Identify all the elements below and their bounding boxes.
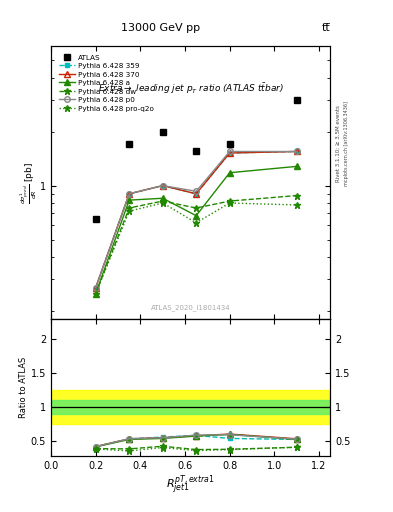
Pythia 6.428 a [227, 169, 232, 176]
Bar [51, 390, 330, 424]
Text: Rivet 3.1.10; ≥ 3.5M events: Rivet 3.1.10; ≥ 3.5M events [336, 105, 341, 182]
ATLAS [160, 129, 165, 135]
Line: Pythia 6.428 p0: Pythia 6.428 p0 [93, 148, 299, 290]
Pythia 6.428 359 [227, 150, 232, 156]
Pythia 6.428 p0 [94, 285, 98, 291]
Line: Pythia 6.428 370: Pythia 6.428 370 [93, 148, 299, 290]
Pythia 6.428 a [194, 212, 198, 219]
ATLAS [94, 216, 98, 222]
Pythia 6.428 a [160, 195, 165, 201]
Pythia 6.428 dw [127, 205, 132, 211]
Pythia 6.428 370 [160, 183, 165, 189]
Pythia 6.428 p0 [160, 183, 165, 189]
Pythia 6.428 370 [194, 191, 198, 197]
Line: Pythia 6.428 a: Pythia 6.428 a [93, 164, 299, 296]
Y-axis label: Ratio to ATLAS: Ratio to ATLAS [19, 357, 28, 418]
Pythia 6.428 p0 [194, 188, 198, 195]
Pythia 6.428 359 [160, 183, 165, 189]
Pythia 6.428 a [94, 290, 98, 296]
Pythia 6.428 359 [127, 191, 132, 197]
Pythia 6.428 dw [227, 198, 232, 204]
X-axis label: $R_{jet1}^{pT,extra1}$: $R_{jet1}^{pT,extra1}$ [166, 473, 215, 497]
Pythia 6.428 pro-q2o [94, 290, 98, 296]
Line: ATLAS: ATLAS [93, 97, 300, 222]
Pythia 6.428 a [127, 197, 132, 203]
Pythia 6.428 pro-q2o [294, 202, 299, 208]
Pythia 6.428 dw [94, 290, 98, 296]
ATLAS [127, 141, 132, 147]
Pythia 6.428 pro-q2o [194, 220, 198, 226]
Pythia 6.428 a [294, 163, 299, 169]
Text: mcplots.cern.ch [arXiv:1306.3436]: mcplots.cern.ch [arXiv:1306.3436] [344, 101, 349, 186]
Pythia 6.428 pro-q2o [227, 200, 232, 206]
Pythia 6.428 p0 [227, 148, 232, 155]
ATLAS [227, 141, 232, 147]
Pythia 6.428 370 [294, 148, 299, 155]
Pythia 6.428 370 [127, 191, 132, 197]
Text: Extra$\rightarrow$ leading jet $p_T$ ratio (ATLAS t$\bar{t}$bar): Extra$\rightarrow$ leading jet $p_T$ rat… [97, 81, 284, 96]
Pythia 6.428 dw [294, 193, 299, 199]
ATLAS [294, 97, 299, 103]
Pythia 6.428 pro-q2o [160, 200, 165, 206]
Pythia 6.428 370 [227, 150, 232, 156]
Pythia 6.428 359 [194, 191, 198, 197]
Text: ATLAS_2020_I1801434: ATLAS_2020_I1801434 [151, 304, 230, 311]
Pythia 6.428 pro-q2o [127, 208, 132, 214]
Y-axis label: $\frac{d\sigma_{pred}^{1}}{dR}$ [pb]: $\frac{d\sigma_{pred}^{1}}{dR}$ [pb] [18, 162, 39, 204]
Line: Pythia 6.428 359: Pythia 6.428 359 [94, 150, 299, 290]
Pythia 6.428 p0 [294, 148, 299, 155]
Pythia 6.428 dw [160, 198, 165, 204]
Line: Pythia 6.428 dw: Pythia 6.428 dw [93, 193, 300, 296]
Bar [51, 400, 330, 414]
Text: 13000 GeV pp: 13000 GeV pp [121, 23, 200, 33]
Legend: ATLAS, Pythia 6.428 359, Pythia 6.428 370, Pythia 6.428 a, Pythia 6.428 dw, Pyth: ATLAS, Pythia 6.428 359, Pythia 6.428 37… [57, 52, 156, 113]
Pythia 6.428 p0 [127, 191, 132, 197]
Line: Pythia 6.428 pro-q2o: Pythia 6.428 pro-q2o [93, 200, 300, 296]
Pythia 6.428 359 [294, 148, 299, 155]
Pythia 6.428 dw [194, 205, 198, 211]
Pythia 6.428 359 [94, 285, 98, 291]
ATLAS [194, 148, 198, 155]
Pythia 6.428 370 [94, 285, 98, 291]
Text: tt̅: tt̅ [321, 23, 330, 33]
